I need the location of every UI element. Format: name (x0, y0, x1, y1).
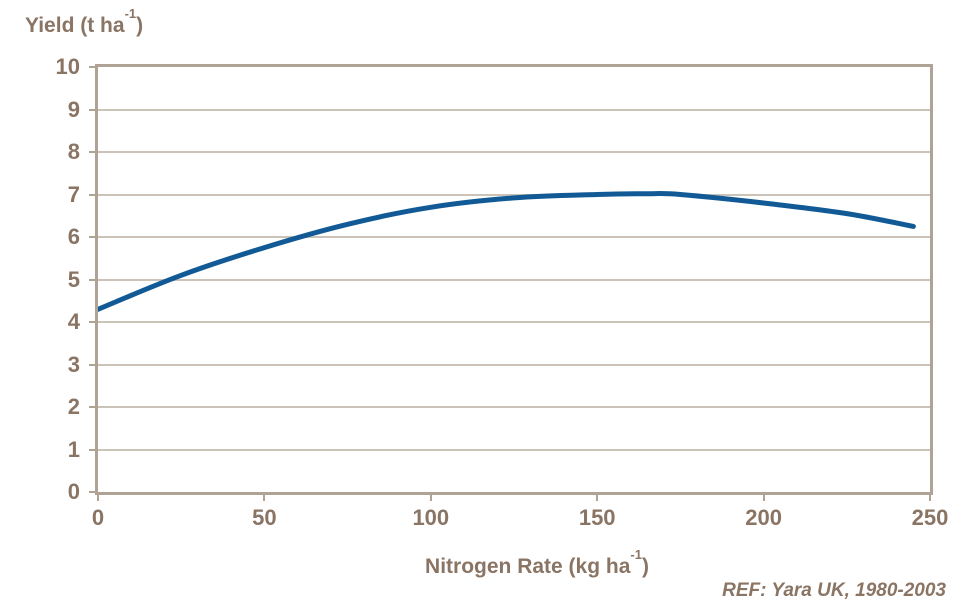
y-tick-mark-1 (89, 448, 95, 451)
y-axis-unit-superscript: -1 (124, 5, 137, 21)
y-tick-mark-10 (89, 66, 95, 68)
x-axis-unit-superscript: -1 (630, 546, 642, 562)
x-tick-mark-250 (929, 495, 931, 501)
y-axis-title-text: Yield (t ha (25, 14, 125, 37)
y-tick-label-4: 4 (67, 309, 80, 334)
gridline-y-2 (98, 406, 930, 408)
y-tick-label-1: 1 (67, 436, 80, 462)
y-tick-mark-4 (89, 321, 95, 323)
x-tick-mark-150 (596, 495, 599, 501)
x-axis-title: Nitrogen Rate (kg ha-1) (97, 547, 960, 579)
y-axis-title-close: ) (136, 14, 144, 37)
x-axis-title-text: Nitrogen Rate (kg ha (425, 555, 631, 578)
gridline-y-8 (98, 151, 930, 153)
gridline-y-6 (98, 236, 930, 238)
y-tick-label-2: 2 (67, 394, 80, 419)
y-tick-label-3: 3 (67, 351, 80, 377)
gridline-y-1 (98, 448, 930, 451)
y-tick-mark-9 (89, 108, 95, 111)
gridline-y-7 (98, 193, 930, 196)
y-tick-label-10: 10 (55, 54, 80, 79)
x-tick-mark-200 (762, 495, 765, 501)
x-tick-label-150: 150 (578, 505, 616, 530)
x-tick-label-50: 50 (252, 505, 277, 530)
gridline-y-9 (98, 108, 930, 111)
y-tick-label-0: 0 (67, 479, 80, 504)
x-tick-mark-50 (263, 495, 266, 501)
y-tick-label-9: 9 (67, 96, 80, 122)
gridline-y-3 (98, 363, 930, 366)
gridline-y-4 (98, 321, 930, 323)
y-tick-label-8: 8 (67, 139, 80, 164)
y-tick-mark-7 (89, 193, 95, 196)
x-tick-label-250: 250 (911, 505, 949, 530)
y-tick-mark-6 (89, 236, 95, 238)
plot-area (95, 64, 933, 495)
y-tick-label-5: 5 (67, 266, 80, 292)
x-axis-title-close: ) (641, 555, 649, 578)
y-tick-mark-2 (89, 406, 95, 408)
y-tick-mark-0 (89, 491, 95, 493)
y-tick-mark-8 (89, 151, 95, 153)
y-tick-mark-5 (89, 278, 95, 281)
gridline-y-5 (98, 278, 930, 281)
yield-curve (98, 191, 916, 312)
y-axis-title: Yield (t ha-1) (25, 6, 144, 38)
x-tick-label-0: 0 (91, 505, 105, 530)
y-tick-label-6: 6 (67, 224, 80, 249)
x-tick-label-200: 200 (745, 505, 782, 530)
x-tick-mark-100 (429, 495, 432, 501)
x-tick-label-100: 100 (412, 505, 450, 530)
reference-note: REF: Yara UK, 1980-2003 (722, 580, 946, 601)
x-tick-mark-0 (97, 495, 99, 501)
y-tick-label-7: 7 (67, 181, 80, 207)
y-tick-mark-3 (89, 363, 95, 366)
yield-curve-line (98, 191, 916, 312)
